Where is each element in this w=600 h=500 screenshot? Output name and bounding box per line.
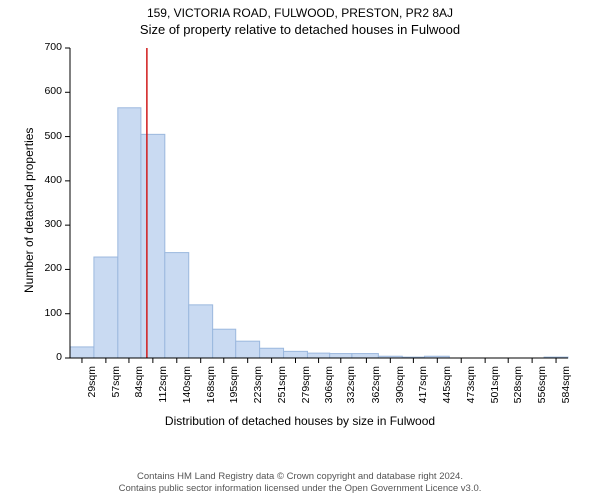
- histogram-plot: [70, 48, 568, 358]
- x-tick-label: 140sqm: [181, 366, 193, 416]
- y-tick-label: 400: [32, 174, 62, 186]
- x-tick-label: 332sqm: [345, 366, 357, 416]
- y-tick-label: 0: [32, 351, 62, 363]
- x-axis-label: Distribution of detached houses by size …: [0, 414, 600, 428]
- x-tick-label: 251sqm: [276, 366, 288, 416]
- x-tick-label: 112sqm: [157, 366, 169, 416]
- y-tick-label: 700: [32, 41, 62, 53]
- footer-line-1: Contains HM Land Registry data © Crown c…: [0, 471, 600, 482]
- x-tick-label: 528sqm: [512, 366, 524, 416]
- x-tick-label: 445sqm: [441, 366, 453, 416]
- x-tick-label: 417sqm: [417, 366, 429, 416]
- chart-container: 159, VICTORIA ROAD, FULWOOD, PRESTON, PR…: [0, 0, 600, 500]
- x-tick-label: 501sqm: [489, 366, 501, 416]
- x-tick-label: 362sqm: [370, 366, 382, 416]
- chart-subtitle: Size of property relative to detached ho…: [0, 20, 600, 37]
- x-tick-label: 29sqm: [86, 366, 98, 416]
- x-tick-label: 57sqm: [110, 366, 122, 416]
- x-tick-label: 84sqm: [133, 366, 145, 416]
- x-tick-label: 195sqm: [228, 366, 240, 416]
- y-tick-label: 600: [32, 85, 62, 97]
- y-tick-label: 100: [32, 307, 62, 319]
- footer-attribution: Contains HM Land Registry data © Crown c…: [0, 471, 600, 494]
- x-tick-label: 306sqm: [323, 366, 335, 416]
- x-tick-label: 473sqm: [465, 366, 477, 416]
- y-tick-label: 200: [32, 262, 62, 274]
- x-tick-label: 556sqm: [536, 366, 548, 416]
- x-tick-label: 168sqm: [205, 366, 217, 416]
- y-axis-label: Number of detached properties: [22, 128, 36, 293]
- footer-line-2: Contains public sector information licen…: [0, 483, 600, 494]
- x-tick-label: 390sqm: [394, 366, 406, 416]
- x-tick-label: 279sqm: [300, 366, 312, 416]
- address-title: 159, VICTORIA ROAD, FULWOOD, PRESTON, PR…: [0, 0, 600, 20]
- x-tick-label: 584sqm: [560, 366, 572, 416]
- y-tick-label: 300: [32, 218, 62, 230]
- y-tick-label: 500: [32, 130, 62, 142]
- x-tick-label: 223sqm: [252, 366, 264, 416]
